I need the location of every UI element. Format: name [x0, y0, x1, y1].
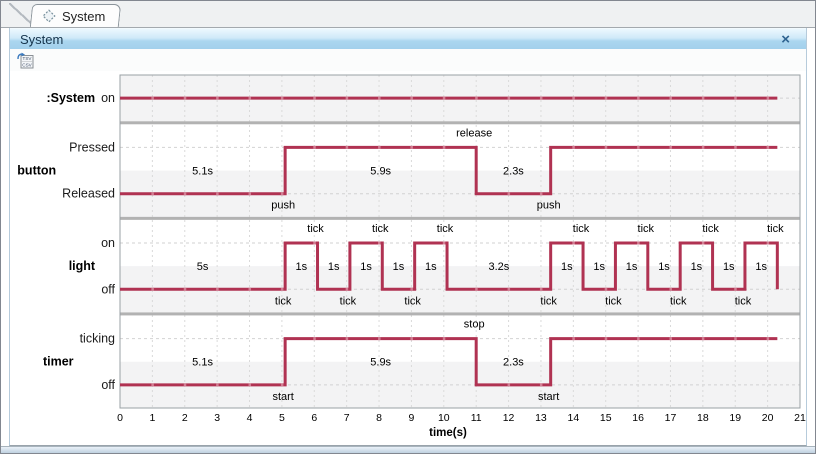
state-label: Released	[62, 187, 115, 201]
svg-text:TSV: TSV	[22, 56, 32, 61]
diagram-panel: System × TSV CSV on:System Pressed Rel	[9, 28, 807, 446]
axis-tick-label: 8	[376, 412, 382, 424]
event-label: tick	[702, 223, 719, 235]
lifeline-name-label: button	[17, 164, 56, 178]
duration-label: 1s	[626, 261, 638, 273]
event-label: push	[271, 200, 295, 212]
duration-label: 5.9s	[370, 357, 391, 369]
event-label: tick	[605, 295, 622, 307]
duration-label: 1s	[328, 261, 340, 273]
axis-tick-label: 16	[632, 412, 644, 424]
lifeline-separator	[120, 121, 800, 125]
state-label: off	[101, 282, 115, 296]
event-label: tick	[767, 223, 784, 235]
axis-tick-label: 7	[344, 412, 350, 424]
lifeline-separator	[120, 216, 800, 220]
lifeline-name-label: timer	[43, 355, 74, 369]
toolbar: TSV CSV	[10, 49, 806, 71]
event-label: tick	[573, 223, 590, 235]
export-tsv-csv-button[interactable]: TSV CSV	[14, 50, 38, 70]
duration-label: 1s	[658, 261, 670, 273]
duration-label: 1s	[561, 261, 573, 273]
tab-label: System	[61, 9, 106, 24]
lifeline-path[interactable]	[120, 241, 779, 291]
event-label: tick	[340, 295, 357, 307]
event-label: release	[456, 127, 492, 139]
event-label: tick	[404, 295, 421, 307]
axis-tick-label: 15	[600, 412, 612, 424]
axis-tick-label: 13	[535, 412, 547, 424]
axis-tick-label: 3	[214, 412, 220, 424]
axis-tick-label: 1	[149, 412, 155, 424]
close-icon[interactable]: ×	[781, 30, 790, 48]
axis-title: time(s)	[429, 427, 467, 439]
duration-label: 3.2s	[488, 261, 509, 273]
event-label: tick	[735, 295, 752, 307]
duration-label: 2.3s	[503, 166, 524, 178]
duration-label: 1s	[723, 261, 735, 273]
event-label: stop	[464, 319, 485, 331]
duration-label: 1s	[691, 261, 703, 273]
event-label: tick	[437, 223, 454, 235]
axis-tick-label: 18	[697, 412, 709, 424]
lifeline-path[interactable]	[120, 145, 778, 196]
state-label: on	[101, 236, 115, 250]
axis-tick-label: 5	[279, 412, 285, 424]
event-label: start	[538, 391, 559, 403]
axis-tick-label: 17	[665, 412, 677, 424]
lifeline-separator	[120, 312, 800, 316]
tab-bar: System	[1, 1, 815, 28]
duration-label: 1s	[593, 261, 605, 273]
timing-chart[interactable]: on :System Pressed Released button 5.1s 5.9s 2.…	[10, 71, 806, 445]
duration-label: 2.3s	[503, 357, 524, 369]
state-label: Pressed	[69, 140, 115, 154]
state-label: on	[101, 91, 115, 105]
event-label: start	[272, 391, 293, 403]
plot-frame	[119, 74, 801, 409]
axis-tick-label: 9	[409, 412, 415, 424]
duration-label: 1s	[393, 261, 405, 273]
axis-tick-label: 11	[471, 412, 482, 424]
state-label: off	[101, 378, 115, 392]
duration-label: 5.1s	[192, 166, 213, 178]
lifeline-path[interactable]	[120, 337, 778, 387]
duration-label: 1s	[425, 261, 437, 273]
lifeline-name-label: :System	[46, 91, 95, 105]
duration-label: 5.1s	[192, 357, 213, 369]
panel-header: System ×	[10, 28, 806, 49]
event-label: tick	[670, 295, 687, 307]
state-label: ticking	[80, 332, 115, 346]
event-label: tick	[275, 295, 292, 307]
event-label: tick	[372, 223, 389, 235]
axis-tick-label: 10	[438, 412, 450, 424]
tab-system[interactable]: System	[29, 4, 122, 27]
axis-tick-label: 20	[762, 412, 774, 424]
duration-label: 1s	[296, 261, 308, 273]
event-label: tick	[638, 223, 655, 235]
timing-diagram-icon	[42, 9, 56, 23]
axis-tick-label: 14	[567, 412, 579, 424]
svg-text:CSV: CSV	[22, 62, 32, 67]
axis-tick-label: 4	[247, 412, 253, 424]
panel-title: System	[20, 31, 64, 47]
diagram-canvas[interactable]: on :System Pressed Released button 5.1s 5.9s 2.…	[10, 71, 806, 445]
axis-tick-label: 6	[311, 412, 317, 424]
axis-tick-label: 0	[117, 412, 123, 424]
lifeline-name-label: light	[69, 259, 96, 273]
export-table-icon: TSV CSV	[16, 52, 36, 69]
axis-tick-label: 2	[182, 412, 188, 424]
duration-label: 5s	[197, 261, 209, 273]
axis-tick-label: 19	[729, 412, 741, 424]
window-frame-bottom	[1, 446, 815, 453]
event-label: tick	[540, 295, 557, 307]
duration-label: 1s	[755, 261, 767, 273]
axis-tick-label: 21	[794, 412, 806, 424]
event-label: push	[537, 200, 561, 212]
axis-tick-label: 12	[503, 412, 515, 424]
duration-label: 1s	[360, 261, 372, 273]
event-label: tick	[307, 223, 324, 235]
duration-label: 5.9s	[370, 166, 391, 178]
